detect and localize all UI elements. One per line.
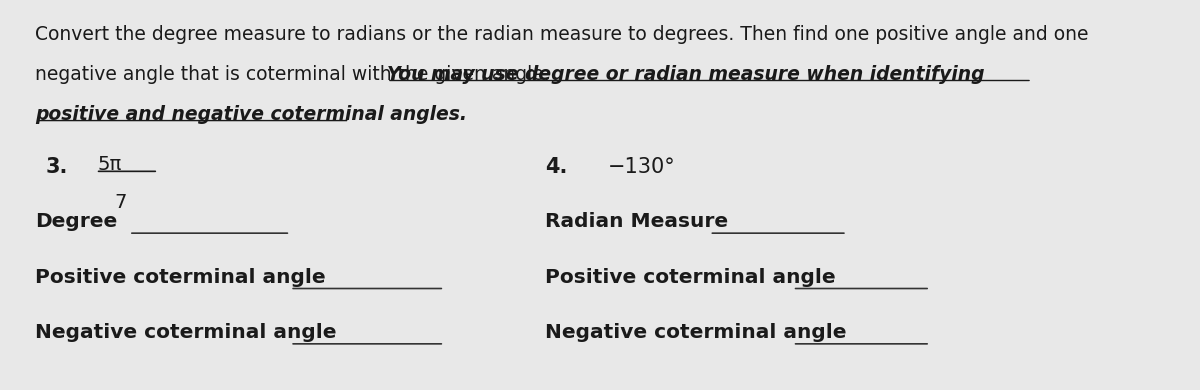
Text: 4.: 4. <box>545 157 568 177</box>
Text: −130°: −130° <box>607 157 676 177</box>
Text: 5π: 5π <box>97 155 122 174</box>
Text: Positive coterminal angle: Positive coterminal angle <box>545 268 835 287</box>
Text: Degree: Degree <box>35 212 118 231</box>
Text: Positive coterminal angle: Positive coterminal angle <box>35 268 326 287</box>
Text: positive and negative coterminal angles.: positive and negative coterminal angles. <box>35 105 467 124</box>
Text: Negative coterminal angle: Negative coterminal angle <box>35 323 337 342</box>
Text: Convert the degree measure to radians or the radian measure to degrees. Then fin: Convert the degree measure to radians or… <box>35 25 1088 44</box>
Text: 3.: 3. <box>46 157 68 177</box>
Text: You may use degree or radian measure when identifying: You may use degree or radian measure whe… <box>386 65 984 84</box>
Text: Radian Measure: Radian Measure <box>545 212 728 231</box>
Text: Negative coterminal angle: Negative coterminal angle <box>545 323 847 342</box>
Text: negative angle that is coterminal with the given angle.: negative angle that is coterminal with t… <box>35 65 562 84</box>
Text: 7: 7 <box>114 193 127 212</box>
